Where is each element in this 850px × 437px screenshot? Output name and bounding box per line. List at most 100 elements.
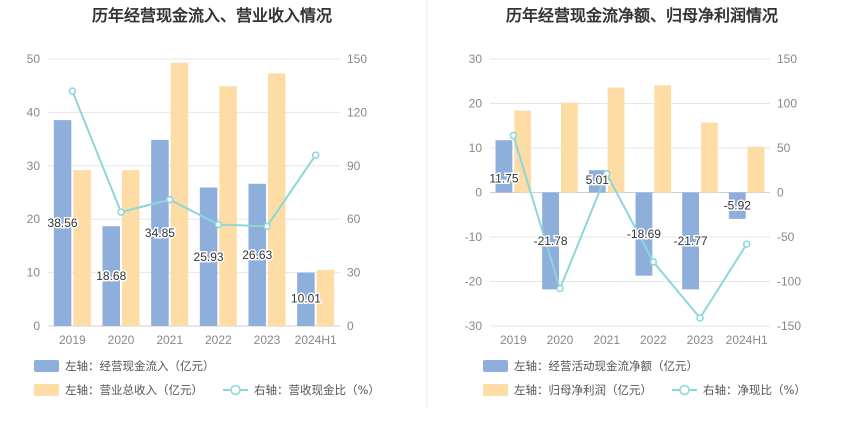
chart1-left-tick-label: 0 <box>33 319 40 333</box>
chart2-bar-primary <box>682 192 699 290</box>
chart2-right-tick-label: 50 <box>777 141 791 155</box>
chart2-legend-swatch <box>483 384 508 396</box>
chart1-bar-value-label: 26.63 <box>242 248 272 262</box>
chart1-bar-secondary <box>170 62 189 326</box>
chart1-bar-value-label: 10.01 <box>291 292 321 306</box>
chart1-bar-secondary <box>316 269 335 326</box>
chart2-legend-label: 左轴：归母净利润（亿元） <box>514 383 652 397</box>
chart1-bar-secondary <box>73 170 91 326</box>
chart2-bar-value-label: -21.78 <box>534 234 568 248</box>
chart2-bar-secondary <box>654 85 672 193</box>
chart1-bar-primary <box>151 139 169 326</box>
chart1-line-point <box>214 220 223 229</box>
chart1-left-tick-label: 30 <box>27 159 41 173</box>
chart2-bar-value-label: -5.92 <box>724 199 752 213</box>
chart2-bar-value-label: 5.01 <box>586 173 610 187</box>
chart2-right-tick-label: 100 <box>777 97 797 111</box>
chart2-legend-label: 左轴：经营活动现金流净额（亿元） <box>514 359 698 373</box>
chart2-x-tick-label: 2024H1 <box>726 333 768 347</box>
chart1-right-tick-label: 150 <box>347 52 367 66</box>
chart1-x-tick-label: 2019 <box>59 333 86 347</box>
chart2-bar-secondary <box>514 110 532 193</box>
chart1-x-tick-label: 2022 <box>205 333 232 347</box>
chart1-right-tick-label: 30 <box>347 266 361 280</box>
chart1-x-tick-label: 2024H1 <box>295 333 337 347</box>
chart2-bar-value-label: 11.75 <box>489 171 518 185</box>
chart1-legend-swatch <box>34 384 59 396</box>
chart1-bar-primary <box>248 183 266 326</box>
chart2-bar-primary <box>728 192 746 219</box>
chart2-bar-value-label: -18.69 <box>627 227 661 241</box>
chart2-legend-label: 右轴：净现比（%） <box>703 383 806 397</box>
chart2-bar-secondary <box>607 87 625 193</box>
chart1-bar-primary <box>53 120 72 326</box>
chart2-right-tick-label: -150 <box>777 319 801 333</box>
chart1-left-tick-label: 10 <box>27 266 41 280</box>
chart1-bar-value-label: 38.56 <box>48 216 78 230</box>
chart2-series-line <box>512 135 748 320</box>
chart2-x-tick-label: 2021 <box>593 333 620 347</box>
chart1-left-tick-label: 40 <box>27 105 41 119</box>
chart1-bar-secondary <box>268 73 286 326</box>
chart1-right-tick-label: 60 <box>347 212 361 226</box>
chart1-line-point <box>311 151 320 159</box>
chart2-left-tick-label: -20 <box>465 275 483 289</box>
chart1-bar-primary <box>102 226 120 326</box>
chart1-legend-label: 右轴：营收现金比（%） <box>254 383 380 397</box>
chart2-bar-primary <box>542 192 559 290</box>
chart2-line-point <box>602 170 611 178</box>
chart1-bar-value-label: 34.85 <box>145 226 175 240</box>
chart1-x-tick-label: 2021 <box>156 333 183 347</box>
chart2-title: 历年经营现金流净额、归母净利润情况 <box>506 6 778 25</box>
chart2-left-tick-label: -10 <box>465 230 483 244</box>
chart1-right-tick-label: 120 <box>347 105 367 119</box>
chart2-legend-swatch <box>483 360 508 372</box>
chart2-left-tick-label: 0 <box>475 186 482 200</box>
chart1-bar-value-label: 18.68 <box>96 269 126 283</box>
chart1-bar-value-label: 25.93 <box>194 250 224 264</box>
chart1-line-point <box>263 222 271 231</box>
chart1-bar-primary <box>297 272 315 326</box>
chart1-bar-secondary <box>219 86 237 326</box>
chart2-right-tick-label: -50 <box>777 230 795 244</box>
chart2-line-point <box>649 258 658 266</box>
chart2-bar-primary <box>495 140 513 193</box>
chart1-legend-label: 左轴：经营现金流入（亿元） <box>65 359 215 373</box>
chart1-x-tick-label: 2023 <box>254 333 281 347</box>
chart2-line-point <box>696 314 704 322</box>
chart1-x-tick-label: 2020 <box>108 333 135 347</box>
chart1-line-point <box>68 87 77 95</box>
chart1-legend-label: 左轴：营业总收入（亿元） <box>65 383 203 397</box>
chart2-left-tick-label: -30 <box>465 319 483 333</box>
chart2-bar-secondary <box>701 122 718 193</box>
chart1-left-tick-label: 50 <box>27 52 41 66</box>
chart2-x-tick-label: 2020 <box>547 333 574 347</box>
chart1-right-tick-label: 90 <box>347 159 361 173</box>
chart2-bar-primary <box>635 192 653 276</box>
chart1-left-tick-label: 20 <box>27 212 41 226</box>
chart2-line-point <box>509 131 518 140</box>
chart1-right-tick-label: 0 <box>347 319 354 333</box>
chart2-right-tick-label: 0 <box>777 186 784 200</box>
chart2-bar-secondary <box>561 102 578 193</box>
chart1-legend-line-marker <box>230 384 241 396</box>
chart2-x-tick-label: 2019 <box>500 333 527 347</box>
chart2-x-tick-label: 2022 <box>640 333 667 347</box>
chart1-bar-secondary <box>122 170 140 326</box>
chart2-x-tick-label: 2023 <box>687 333 714 347</box>
chart1-legend-swatch <box>34 360 59 372</box>
chart2-bar-value-label: -21.77 <box>674 234 708 248</box>
chart2-legend-line-marker <box>679 384 690 396</box>
chart2-line-point <box>556 284 564 293</box>
chart2-line-point <box>742 240 751 248</box>
chart2-left-tick-label: 20 <box>469 97 483 111</box>
chart1-line-point <box>165 195 174 204</box>
chart1-title: 历年经营现金流入、营业收入情况 <box>92 6 332 25</box>
chart2-left-tick-label: 30 <box>469 52 483 66</box>
chart2-bar-secondary <box>747 146 765 193</box>
chart2-right-tick-label: 150 <box>777 52 797 66</box>
chart2-right-tick-label: -100 <box>777 275 801 289</box>
chart1-line-point <box>117 208 125 216</box>
chart1-series-line <box>71 90 317 228</box>
